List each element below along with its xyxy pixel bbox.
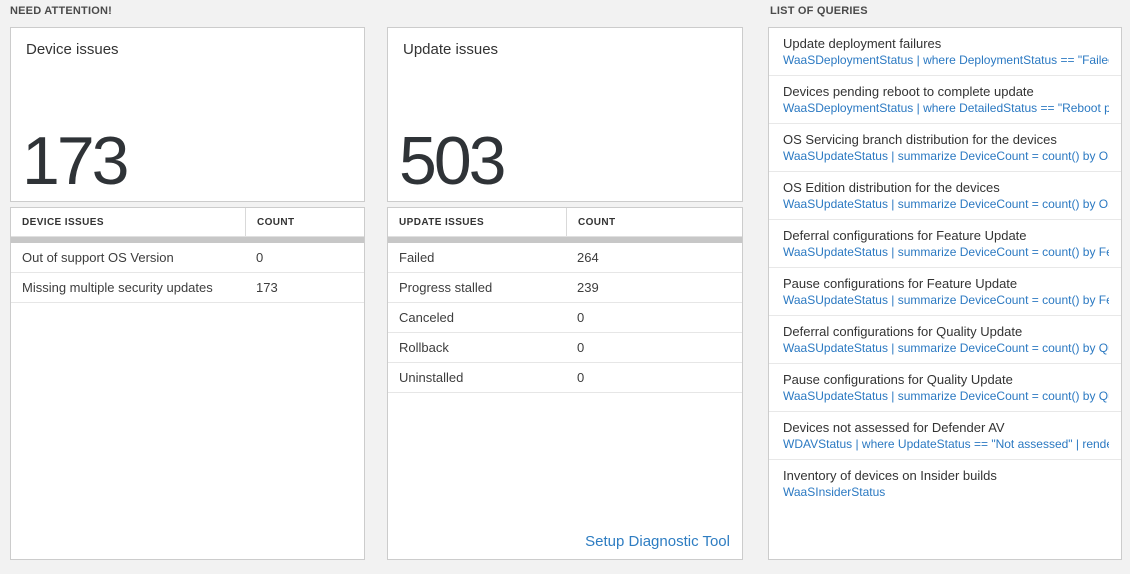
- device-issue-label: Out of support OS Version: [22, 250, 174, 265]
- query-title: Devices pending reboot to complete updat…: [783, 84, 1034, 99]
- update-issues-column-header: UPDATE ISSUES: [399, 216, 485, 228]
- query-list-item[interactable]: Devices not assessed for Defender AV WDA…: [769, 412, 1121, 460]
- update-issues-table-header: UPDATE ISSUES COUNT: [388, 208, 742, 237]
- query-list-item[interactable]: Pause configurations for Feature Update …: [769, 268, 1121, 316]
- query-list-item[interactable]: Devices pending reboot to complete updat…: [769, 76, 1121, 124]
- update-issue-count: 0: [577, 340, 585, 355]
- query-list-item[interactable]: OS Servicing branch distribution for the…: [769, 124, 1121, 172]
- query-title: Inventory of devices on Insider builds: [783, 468, 997, 483]
- setup-diagnostic-tool-link[interactable]: Setup Diagnostic Tool: [585, 533, 730, 550]
- query-title: Pause configurations for Feature Update: [783, 276, 1018, 291]
- query-title: Deferral configurations for Feature Upda…: [783, 228, 1027, 243]
- device-issues-count: 173: [22, 123, 129, 199]
- need-attention-section-title: NEED ATTENTION!: [10, 5, 112, 17]
- queries-panel: Update deployment failures WaaSDeploymen…: [768, 27, 1122, 560]
- query-title: OS Edition distribution for the devices: [783, 180, 1000, 195]
- query-list-item[interactable]: Pause configurations for Quality Update …: [769, 364, 1121, 412]
- query-snippet[interactable]: WDAVStatus | where UpdateStatus == "Not …: [783, 437, 1109, 451]
- query-list-item[interactable]: OS Edition distribution for the devices …: [769, 172, 1121, 220]
- query-list-item[interactable]: Inventory of devices on Insider builds W…: [769, 460, 1121, 508]
- update-issue-count: 0: [577, 370, 585, 385]
- update-issue-row[interactable]: Progress stalled 239: [388, 273, 742, 303]
- query-snippet[interactable]: WaaSInsiderStatus: [783, 485, 886, 499]
- query-snippet[interactable]: WaaSUpdateStatus | summarize DeviceCount…: [783, 245, 1109, 259]
- query-snippet[interactable]: WaaSUpdateStatus | summarize DeviceCount…: [783, 149, 1109, 163]
- device-table-scroll-shadow: [11, 237, 364, 243]
- update-table-body: Failed 264 Progress stalled 239 Canceled…: [388, 243, 742, 393]
- query-snippet[interactable]: WaaSDeploymentStatus | where DeploymentS…: [783, 53, 1109, 67]
- update-issue-label: Rollback: [399, 340, 449, 355]
- query-snippet[interactable]: WaaSUpdateStatus | summarize DeviceCount…: [783, 389, 1109, 403]
- update-issue-count: 264: [577, 250, 599, 265]
- query-title: Deferral configurations for Quality Upda…: [783, 324, 1023, 339]
- update-issue-label: Failed: [399, 250, 435, 265]
- query-snippet[interactable]: WaaSUpdateStatus | summarize DeviceCount…: [783, 293, 1109, 307]
- update-issues-count: 503: [399, 123, 506, 199]
- list-of-queries-section-title: LIST OF QUERIES: [770, 5, 868, 17]
- device-issue-count: 0: [256, 250, 264, 265]
- update-issues-table: UPDATE ISSUES COUNT Failed 264 Progress …: [387, 207, 743, 560]
- update-table-scroll-shadow: [388, 237, 742, 243]
- query-title: Devices not assessed for Defender AV: [783, 420, 1005, 435]
- device-issue-row[interactable]: Missing multiple security updates 173: [11, 273, 364, 303]
- query-list-item[interactable]: Update deployment failures WaaSDeploymen…: [769, 28, 1121, 76]
- update-issue-label: Uninstalled: [399, 370, 464, 385]
- update-issue-row[interactable]: Uninstalled 0: [388, 363, 742, 393]
- query-snippet[interactable]: WaaSUpdateStatus | summarize DeviceCount…: [783, 341, 1109, 355]
- update-issue-row[interactable]: Rollback 0: [388, 333, 742, 363]
- device-issue-label: Missing multiple security updates: [22, 280, 213, 295]
- device-count-column-header: COUNT: [245, 208, 364, 236]
- query-list-item[interactable]: Deferral configurations for Quality Upda…: [769, 316, 1121, 364]
- query-title: Update deployment failures: [783, 36, 942, 51]
- query-list-item[interactable]: Deferral configurations for Feature Upda…: [769, 220, 1121, 268]
- device-issue-count: 173: [256, 280, 278, 295]
- device-issues-column-header: DEVICE ISSUES: [22, 216, 104, 228]
- update-issues-tile[interactable]: Update issues 503: [387, 27, 743, 202]
- update-issue-count: 239: [577, 280, 599, 295]
- device-issues-tile[interactable]: Device issues 173: [10, 27, 365, 202]
- update-issue-count: 0: [577, 310, 585, 325]
- device-issues-table-header: DEVICE ISSUES COUNT: [11, 208, 364, 237]
- update-issue-label: Canceled: [399, 310, 454, 325]
- queries-list: Update deployment failures WaaSDeploymen…: [769, 28, 1121, 508]
- device-issues-tile-title: Device issues: [26, 41, 119, 58]
- device-issues-table: DEVICE ISSUES COUNT Out of support OS Ve…: [10, 207, 365, 560]
- update-issues-tile-title: Update issues: [403, 41, 499, 58]
- device-issue-row[interactable]: Out of support OS Version 0: [11, 243, 364, 273]
- query-snippet[interactable]: WaaSUpdateStatus | summarize DeviceCount…: [783, 197, 1109, 211]
- update-issue-label: Progress stalled: [399, 280, 493, 295]
- query-snippet[interactable]: WaaSDeploymentStatus | where DetailedSta…: [783, 101, 1109, 115]
- update-count-column-header: COUNT: [566, 208, 742, 236]
- update-issue-row[interactable]: Failed 264: [388, 243, 742, 273]
- update-issue-row[interactable]: Canceled 0: [388, 303, 742, 333]
- device-table-body: Out of support OS Version 0 Missing mult…: [11, 243, 364, 303]
- query-title: Pause configurations for Quality Update: [783, 372, 1013, 387]
- query-title: OS Servicing branch distribution for the…: [783, 132, 1057, 147]
